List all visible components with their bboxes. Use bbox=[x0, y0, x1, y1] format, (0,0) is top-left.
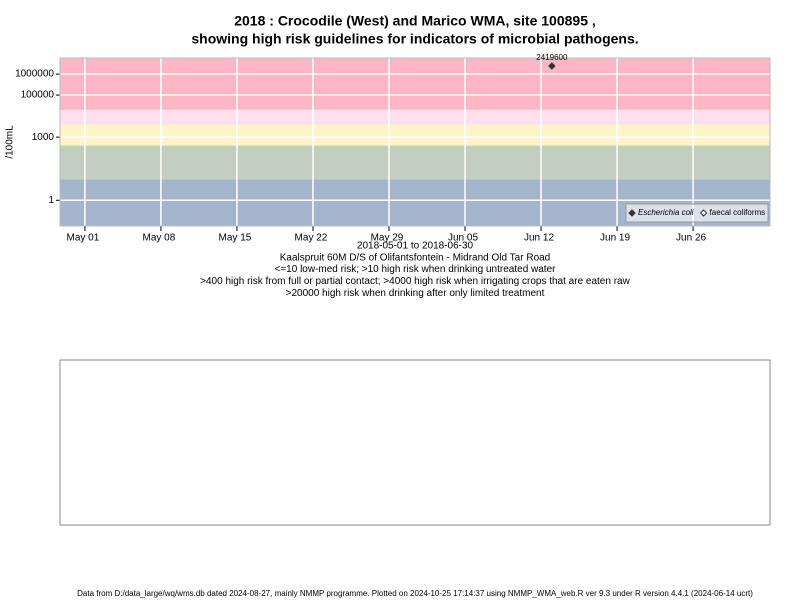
legend-marker bbox=[628, 209, 636, 217]
risk-band bbox=[60, 124, 770, 146]
x-tick-label: Jun 26 bbox=[676, 233, 706, 244]
data-point bbox=[548, 62, 556, 70]
y-tick-label: 100000 bbox=[21, 90, 55, 101]
y-axis-label: /100mL bbox=[5, 125, 16, 159]
legend-label: faecal coliforms bbox=[710, 208, 766, 217]
x-axis-label: Kaalspruit 60M D/S of Olifantsfontein - … bbox=[280, 252, 551, 263]
x-tick-label: May 15 bbox=[219, 233, 252, 244]
legend-box bbox=[625, 203, 769, 223]
x-tick-label: Jun 05 bbox=[448, 233, 478, 244]
x-tick-label: Jun 12 bbox=[524, 233, 554, 244]
x-axis-label: <=10 low-med risk; >10 high risk when dr… bbox=[275, 264, 557, 275]
x-tick-label: May 01 bbox=[66, 233, 99, 244]
x-tick-label: May 22 bbox=[295, 233, 328, 244]
value-label: 2419600 bbox=[536, 53, 568, 62]
chart-title: 2018 : Crocodile (West) and Marico WMA, … bbox=[234, 13, 596, 29]
x-tick-label: May 08 bbox=[143, 233, 176, 244]
footer: Data from D:/data_large/wq/wms.db dated … bbox=[77, 589, 753, 598]
risk-band bbox=[60, 145, 770, 180]
x-axis-label: 2018-05-01 to 2018-06-30 bbox=[357, 241, 474, 252]
y-tick-label: 1000 bbox=[32, 132, 55, 143]
x-axis-label: >20000 high risk when drinking after onl… bbox=[286, 288, 545, 299]
risk-band bbox=[60, 109, 770, 125]
legend-label: Escherichia coli bbox=[638, 208, 694, 217]
risk-band bbox=[60, 58, 770, 110]
y-tick-label: 1 bbox=[48, 195, 54, 206]
legend-marker bbox=[699, 209, 708, 217]
x-tick-label: May 29 bbox=[371, 233, 404, 244]
y-tick-label: 1000000 bbox=[15, 69, 54, 80]
empty-panel bbox=[59, 359, 771, 526]
chart-title: showing high risk guidelines for indicat… bbox=[191, 31, 638, 47]
plot-frame bbox=[59, 57, 771, 227]
x-tick-label: Jun 19 bbox=[600, 233, 630, 244]
x-axis-label: >400 high risk from full or partial cont… bbox=[200, 276, 630, 287]
